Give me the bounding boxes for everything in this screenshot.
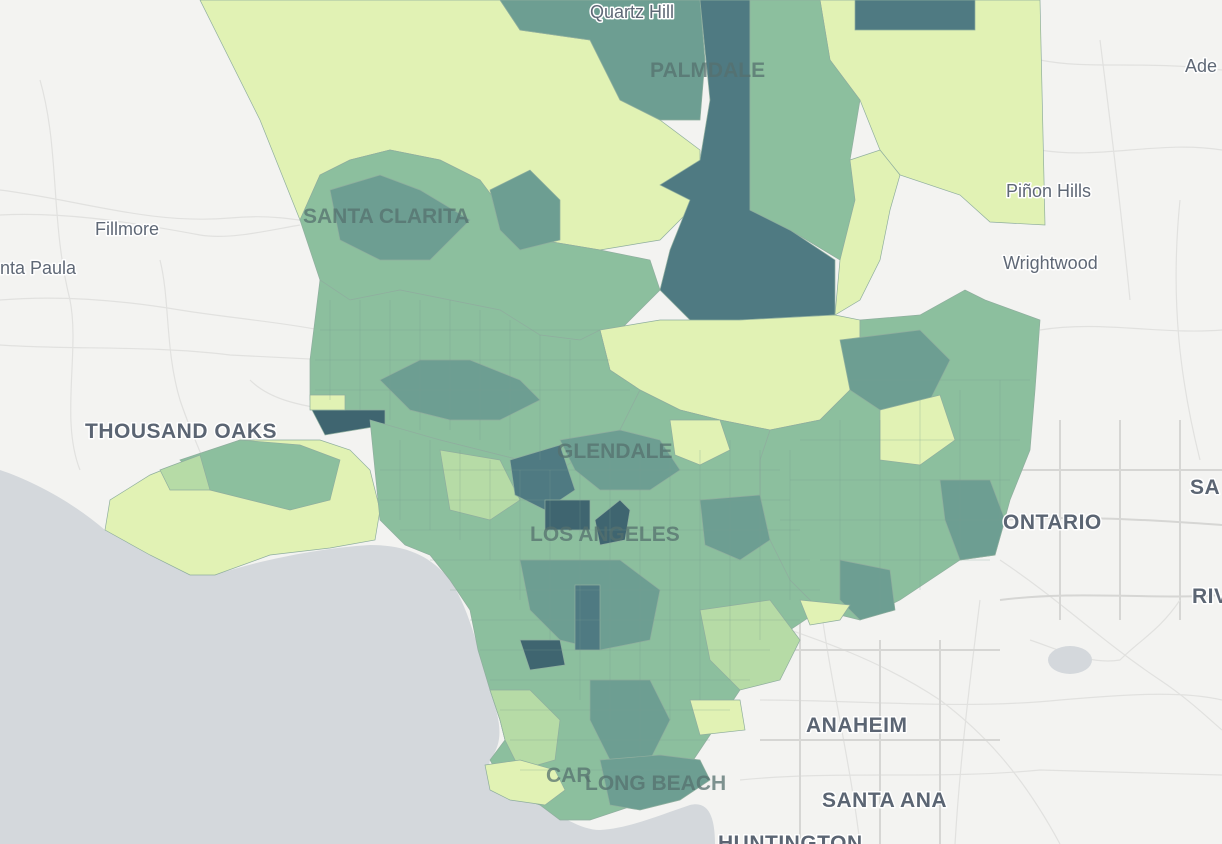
label-santa-clarita: SANTA CLARITA	[303, 205, 469, 228]
label-pinon-hills: Piñon Hills	[1006, 181, 1091, 201]
region-long-beach	[599, 754, 711, 811]
label-los-angeles: LOS ANGELES	[530, 523, 680, 546]
pacific-ocean	[0, 470, 715, 844]
label-santa-ana: SANTA ANA	[822, 789, 947, 812]
region-malibu-hills	[179, 439, 341, 511]
region-santa-clarita-core	[329, 174, 471, 261]
label-huntington: HUNTINGTON	[718, 832, 863, 844]
region-palos-verdes	[484, 759, 566, 806]
label-wrightwood: Wrightwood	[1003, 253, 1098, 273]
label-san-bernardino: SA	[1190, 476, 1220, 499]
region-inglewood-dark	[519, 639, 566, 671]
region-calabasas	[309, 394, 346, 411]
label-palmdale: PALMDALE	[650, 59, 765, 82]
label-riverside: RIV	[1192, 585, 1222, 608]
region-glendale	[559, 429, 681, 491]
region-boyle-dark	[594, 499, 631, 546]
tract-boundaries	[315, 300, 1030, 771]
region-malibu-west	[159, 454, 211, 491]
region-cerritos-light	[689, 699, 746, 736]
region-high-desert-east	[834, 149, 901, 316]
label-anaheim: ANAHEIM	[806, 714, 908, 737]
label-santa-paula: nta Paula	[0, 258, 77, 278]
region-la-habra-light	[799, 599, 851, 626]
region-whittier	[699, 599, 801, 691]
lake	[1048, 646, 1092, 674]
label-carson: CAR	[546, 764, 592, 787]
label-ontario: ONTARIO	[1003, 511, 1102, 534]
label-long-beach: LONG BEACH	[585, 772, 726, 795]
label-glendale: GLENDALE	[557, 440, 673, 463]
region-south-la-dark	[574, 584, 601, 651]
region-el-monte	[699, 494, 771, 561]
road-network	[0, 39, 1222, 844]
region-pasadena-light	[669, 419, 731, 466]
region-lancaster-north	[854, 0, 976, 31]
label-fillmore: Fillmore	[95, 219, 159, 239]
label-thousand-oaks: THOUSAND OAKS	[85, 420, 277, 443]
region-santa-clarita-east	[489, 169, 561, 251]
label-quartz-hill: Quartz Hill	[590, 2, 674, 22]
label-adelanto: Ade	[1185, 56, 1217, 76]
